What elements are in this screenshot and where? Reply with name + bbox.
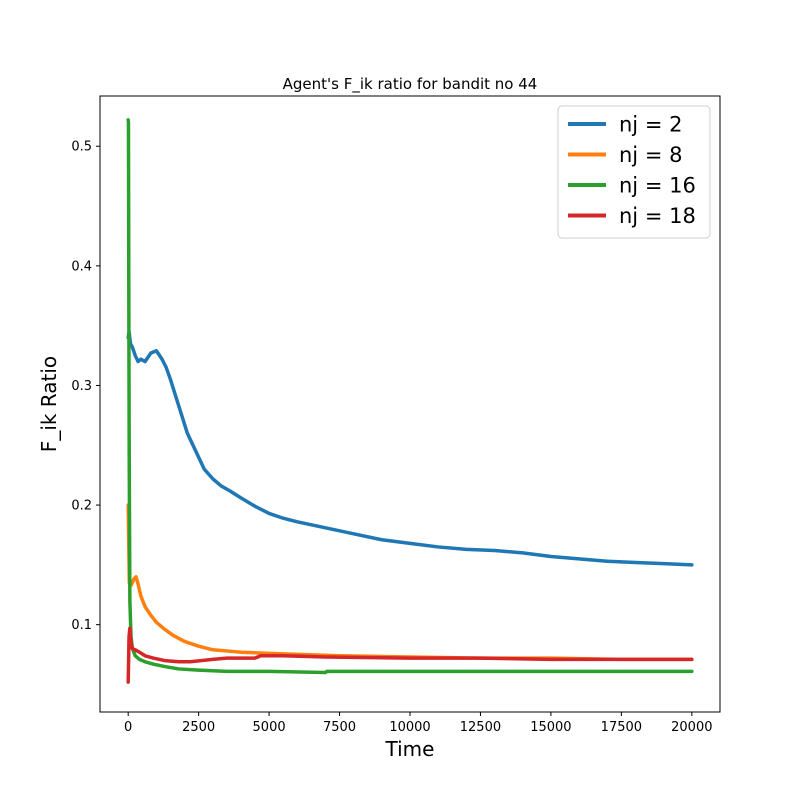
series-line-1	[126, 503, 694, 662]
x-tick-label: 5000	[253, 720, 286, 735]
legend-box	[557, 105, 711, 239]
y-axis: 0.1 0.2 0.3 0.4 0.5	[71, 140, 100, 633]
legend-label: nj = 16	[619, 174, 696, 198]
legend-label: nj = 2	[619, 113, 682, 137]
series-line-3	[126, 626, 694, 684]
y-axis-title: F_ik Ratio	[37, 356, 61, 452]
x-tick-label: 7500	[323, 720, 356, 735]
x-tick-label: 20000	[671, 720, 712, 735]
chart-title: Agent's F_ik ratio for bandit no 44	[283, 75, 538, 94]
legend: nj = 2 nj = 8 nj = 16 nj = 18	[557, 105, 711, 239]
series-line-0	[126, 329, 694, 567]
y-tick-label: 0.5	[71, 140, 92, 155]
x-tick-label: 17500	[601, 720, 642, 735]
plot-area	[126, 118, 694, 684]
x-tick-label: 15000	[530, 720, 571, 735]
y-tick-label: 0.3	[71, 379, 92, 394]
x-tick-label: 2500	[182, 720, 215, 735]
y-tick-label: 0.2	[71, 499, 92, 514]
x-tick-label: 12500	[460, 720, 501, 735]
series-line-2	[126, 118, 694, 675]
legend-label: nj = 8	[619, 143, 682, 167]
legend-label: nj = 18	[619, 204, 696, 228]
x-tick-label: 0	[124, 720, 132, 735]
x-axis: 0 2500 5000 7500 10000 12500 15000 17500 20000	[124, 712, 712, 735]
x-axis-title: Time	[385, 737, 435, 761]
y-tick-label: 0.1	[71, 618, 92, 633]
y-tick-label: 0.4	[71, 259, 92, 274]
plot-frame	[99, 95, 721, 713]
x-tick-label: 10000	[389, 720, 430, 735]
